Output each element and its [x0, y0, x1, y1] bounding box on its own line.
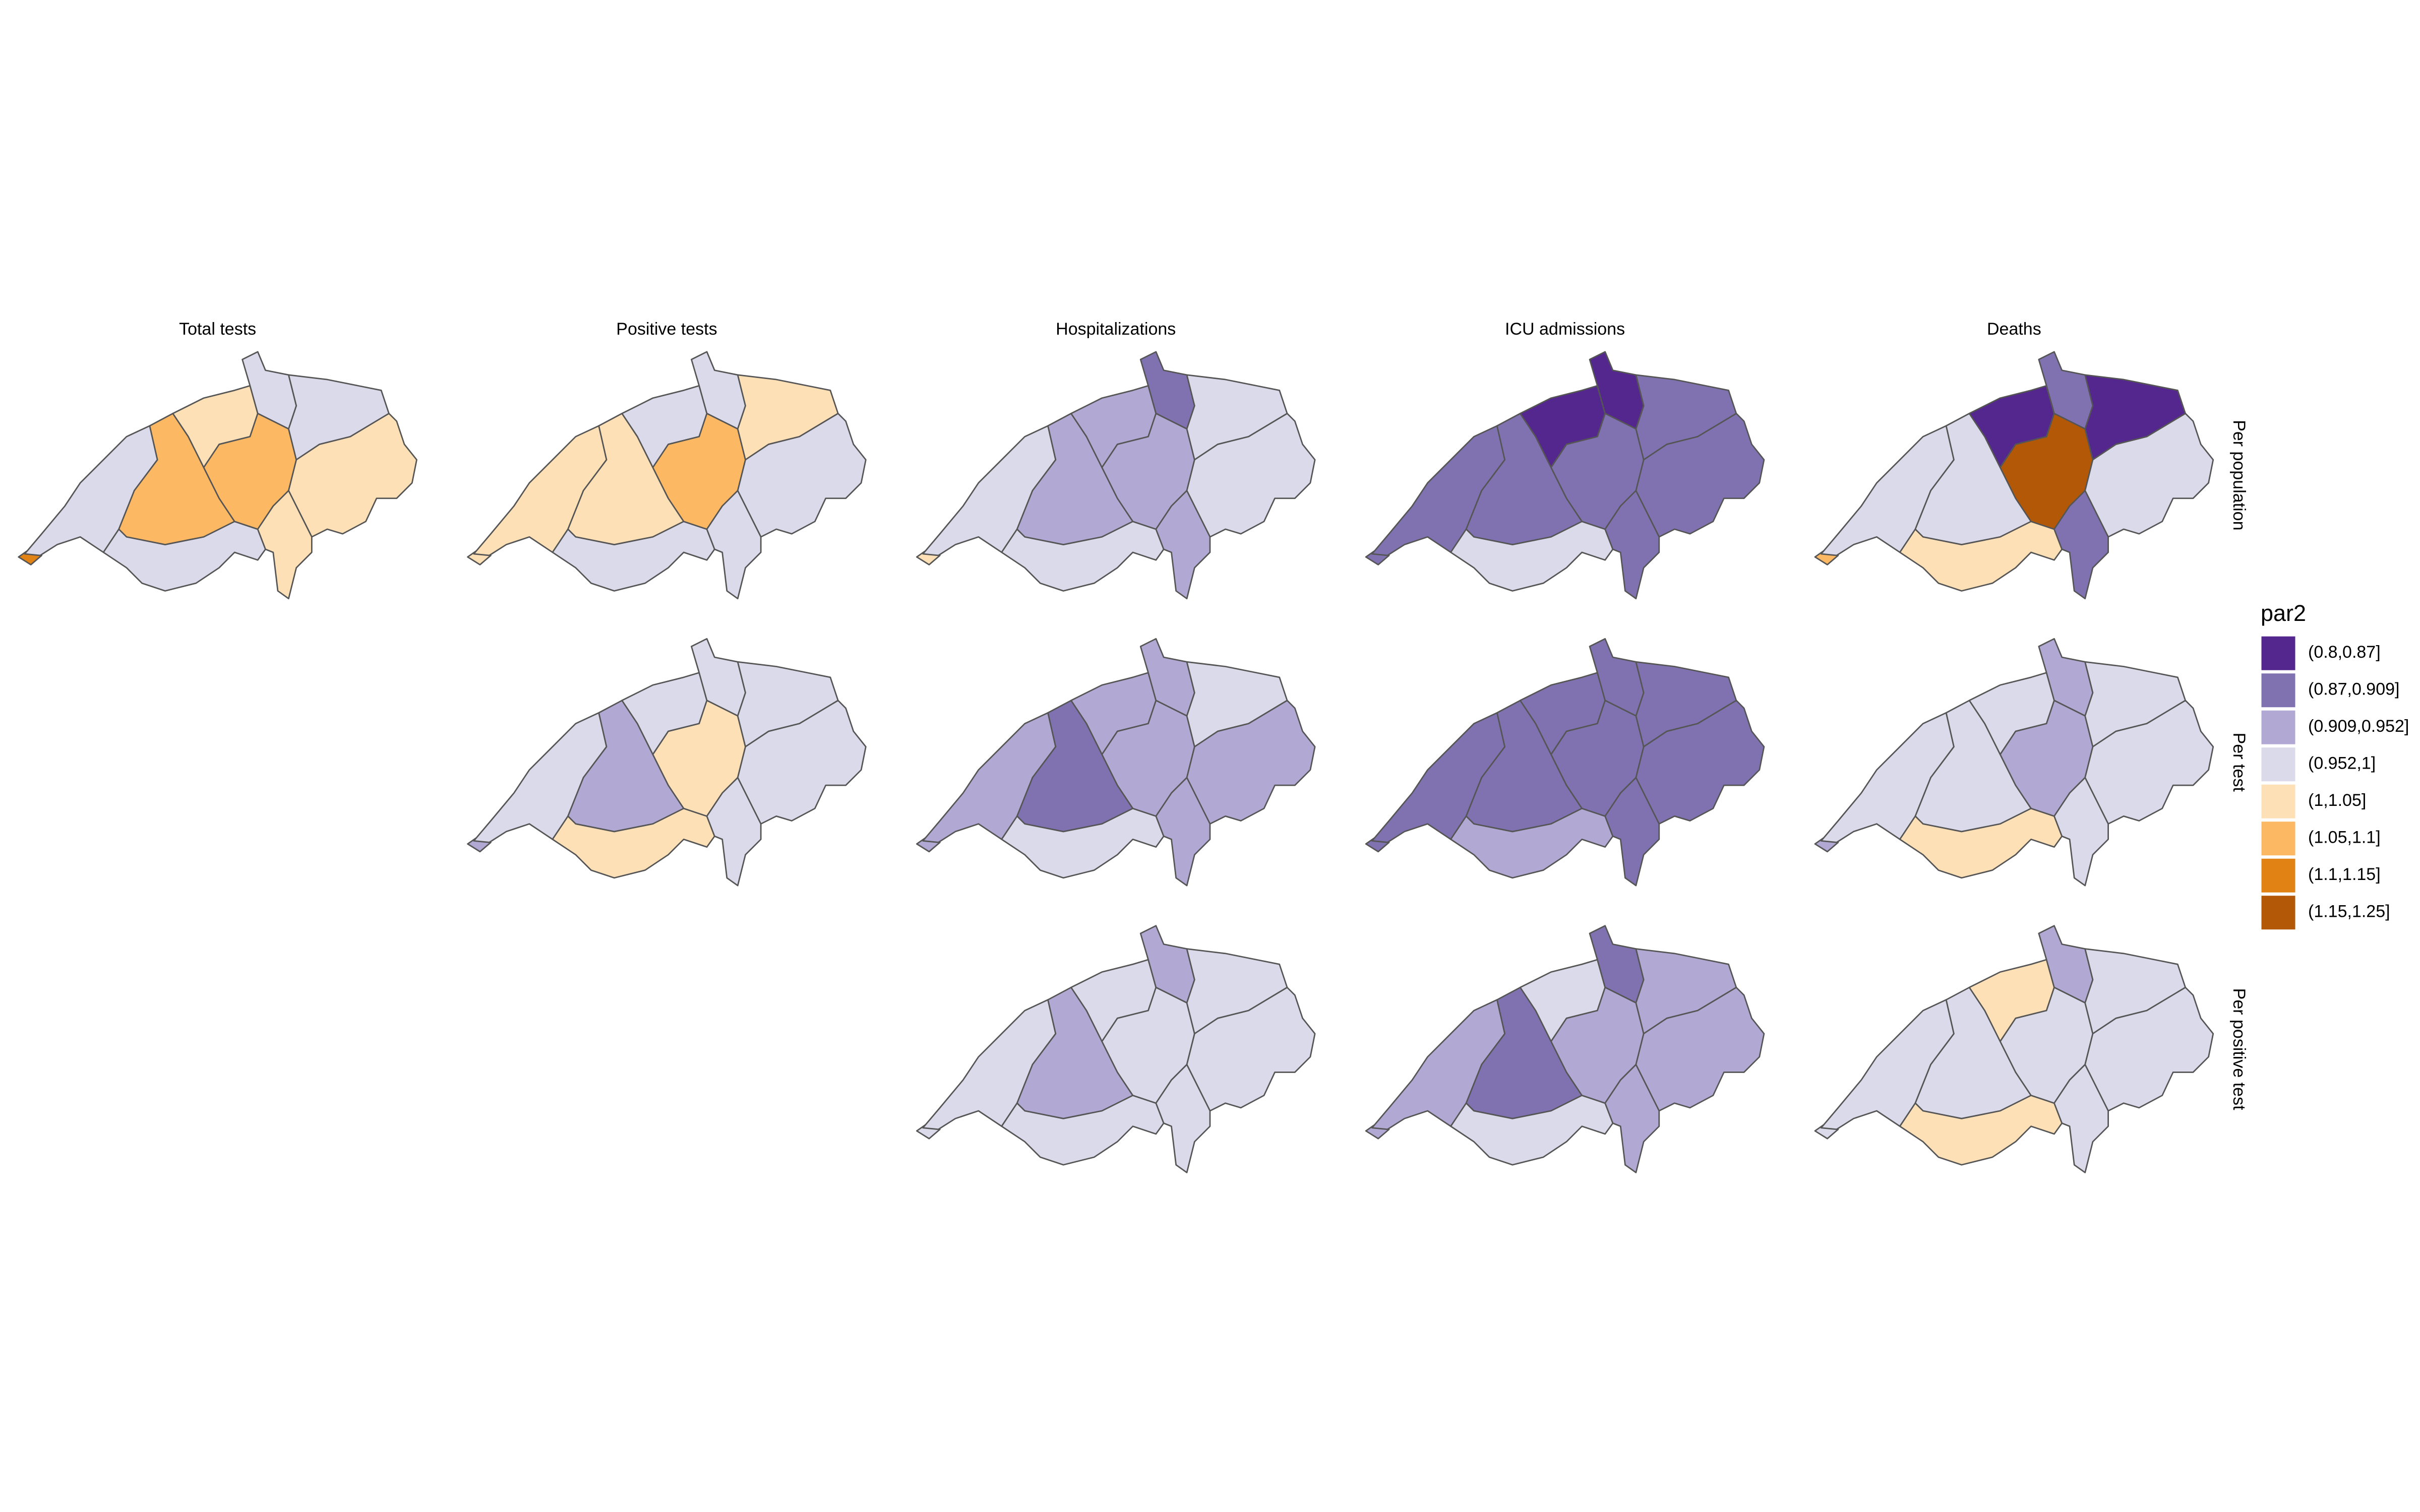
- canton-region: [2053, 1063, 2109, 1173]
- legend-key: [2260, 635, 2297, 672]
- canton-region: [2053, 490, 2109, 600]
- map-panel: [916, 638, 1316, 887]
- canton-region: [1186, 986, 1316, 1112]
- canton-region: [1155, 1063, 1211, 1173]
- map-panel: [1814, 925, 2214, 1173]
- legend-key: [2260, 894, 2297, 931]
- column-title: Hospitalizations: [1056, 320, 1176, 339]
- map-panel: [1814, 638, 2214, 887]
- canton-region: [737, 413, 867, 538]
- canton-region: [1450, 807, 1614, 879]
- map-panel: [467, 638, 867, 887]
- legend-key: [2260, 820, 2297, 857]
- canton-region: [1899, 521, 2063, 592]
- canton-region: [1155, 490, 1211, 600]
- canton-region: [2084, 986, 2214, 1112]
- canton-region: [102, 521, 266, 592]
- row-label: Per test: [2229, 733, 2249, 792]
- legend-label: (0.87,0.909]: [2308, 680, 2399, 699]
- map-panel: [467, 351, 867, 600]
- canton-region: [257, 490, 313, 600]
- canton-region: [288, 413, 417, 538]
- legend-key: [2260, 709, 2297, 746]
- row-label: Per population: [2229, 420, 2249, 530]
- legend-label: (1,1.05]: [2308, 791, 2366, 810]
- column-title: Positive tests: [616, 320, 717, 339]
- canton-region: [1001, 521, 1165, 592]
- canton-region: [706, 777, 762, 887]
- map-panel: [916, 925, 1316, 1173]
- column-title: Total tests: [179, 320, 256, 339]
- map-panel: [18, 351, 417, 600]
- map-panel: [1365, 351, 1765, 600]
- canton-region: [1450, 521, 1614, 592]
- map-panel: [1365, 638, 1765, 887]
- legend-label: (0.952,1]: [2308, 754, 2376, 773]
- canton-region: [1635, 413, 1765, 538]
- map-panel: [1365, 925, 1765, 1173]
- column-title: ICU admissions: [1505, 320, 1625, 339]
- canton-region: [1604, 490, 1660, 600]
- legend-key: [2260, 783, 2297, 820]
- canton-region: [737, 700, 867, 825]
- canton-region: [1635, 986, 1765, 1112]
- canton-region: [2084, 413, 2214, 538]
- canton-region: [1155, 777, 1211, 887]
- canton-region: [1604, 1063, 1660, 1173]
- canton-region: [552, 521, 715, 592]
- canton-region: [1450, 1095, 1614, 1166]
- canton-region: [2053, 777, 2109, 887]
- canton-region: [1001, 1095, 1165, 1166]
- legend-key: [2260, 857, 2297, 894]
- canton-region: [1635, 700, 1765, 825]
- canton-region: [552, 807, 715, 879]
- legend-key: [2260, 672, 2297, 709]
- legend-label: (0.909,0.952]: [2308, 717, 2409, 736]
- legend-key: [2260, 746, 2297, 783]
- map-panel: [916, 351, 1316, 600]
- legend-label: (1.05,1.1]: [2308, 828, 2381, 847]
- legend-title: par2: [2261, 600, 2306, 626]
- canton-region: [706, 490, 762, 600]
- canton-region: [2084, 700, 2214, 825]
- row-label: Per positive test: [2229, 988, 2249, 1110]
- legend-label: (0.8,0.87]: [2308, 643, 2381, 662]
- canton-region: [1604, 777, 1660, 887]
- canton-region: [1186, 700, 1316, 825]
- canton-region: [1001, 807, 1165, 879]
- canton-region: [1186, 413, 1316, 538]
- legend-label: (1.15,1.25]: [2308, 902, 2390, 921]
- canton-region: [1899, 1095, 2063, 1166]
- legend-label: (1.1,1.15]: [2308, 865, 2381, 884]
- map-panel: [1814, 351, 2214, 600]
- column-title: Deaths: [1987, 320, 2041, 339]
- canton-region: [1899, 807, 2063, 879]
